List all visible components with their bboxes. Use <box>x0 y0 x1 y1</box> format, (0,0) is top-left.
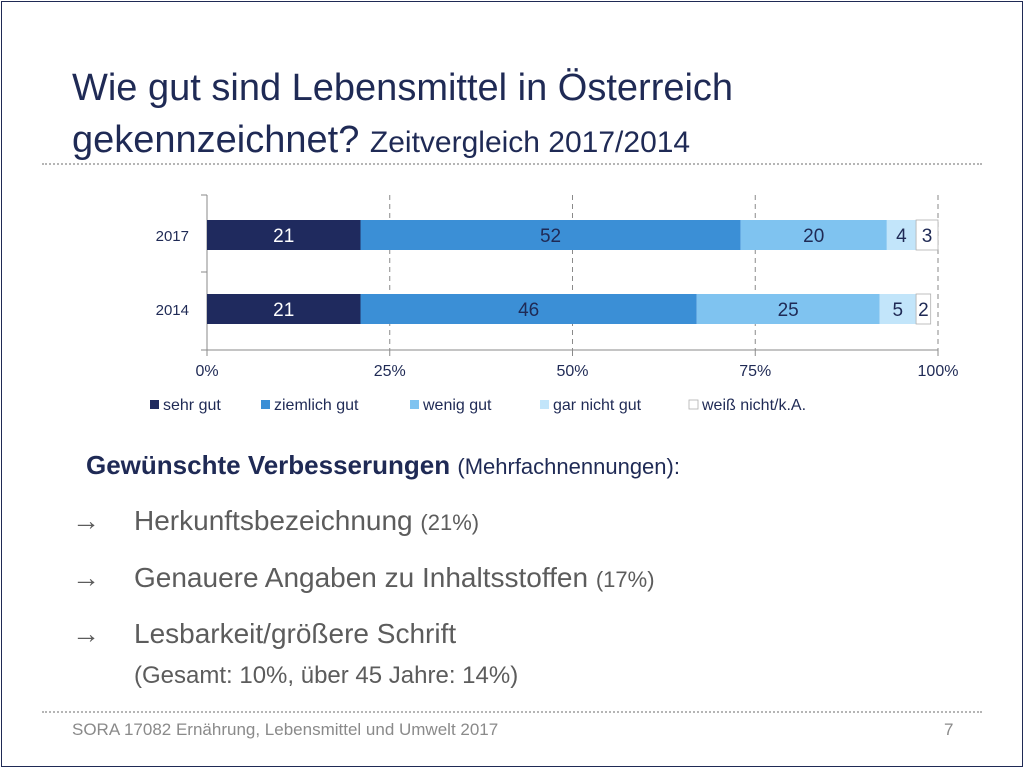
improvement-item: → Herkunftsbezeichnung (21%) <box>72 505 479 537</box>
legend-swatch <box>150 400 159 409</box>
category-label: 2014 <box>156 302 189 319</box>
category-label: 2017 <box>156 228 189 245</box>
improvement-pct: (21%) <box>420 510 480 535</box>
legend-label: gar nicht gut <box>553 397 642 414</box>
improvement-item: → Lesbarkeit/größere Schrift <box>72 618 456 650</box>
legend-label: sehr gut <box>163 397 221 414</box>
x-tick-label: 75% <box>739 363 771 380</box>
x-tick-label: 50% <box>556 363 588 380</box>
improvement-text: Genauere Angaben zu Inhaltsstoffen <box>134 562 589 593</box>
data-label: 21 <box>273 226 294 247</box>
bar-segment <box>740 220 887 250</box>
legend-swatch <box>688 399 699 410</box>
arrow-icon: → <box>72 562 100 593</box>
legend-label: wenig gut <box>422 397 492 414</box>
data-label: 5 <box>893 300 904 321</box>
data-label: 21 <box>273 300 294 321</box>
page-number: 7 <box>944 720 954 739</box>
bar-segment <box>886 220 917 250</box>
improvement-text: Lesbarkeit/größere Schrift <box>134 618 457 649</box>
bar-segment <box>360 220 741 250</box>
legend-swatch <box>540 400 549 409</box>
title-main: Wie gut sind Lebensmittel in Österreich … <box>72 67 734 161</box>
x-tick-label: 100% <box>918 363 959 380</box>
x-tick-label: 25% <box>374 363 406 380</box>
data-label: 4 <box>896 226 907 247</box>
improvement-text: Herkunftsbezeichnung <box>134 505 413 536</box>
legend-swatch <box>410 400 419 409</box>
improvements-heading: Gewünschte Verbesserungen (Mehrfachnennu… <box>86 450 680 481</box>
data-label: 25 <box>778 300 799 321</box>
improvement-pct: (17%) <box>595 567 655 592</box>
data-label: 20 <box>803 226 824 247</box>
improvements-heading-text: Gewünschte Verbesserungen <box>86 450 451 480</box>
x-tick-label: 0% <box>195 363 218 380</box>
legend-label: ziemlich gut <box>274 397 359 414</box>
title-sub: Zeitvergleich 2017/2014 <box>369 126 691 159</box>
stacked-bar-chart: 2017 2014 21 52 20 4 3 21 46 25 5 2 0% 25% 50% 75% 100% s… <box>150 194 959 414</box>
arrow-icon: → <box>72 505 100 536</box>
improvement-subnote: (Gesamt: 10%, über 45 Jahre: 14%) <box>134 662 519 689</box>
arrow-icon: → <box>72 618 100 649</box>
legend-label: weiß nicht/k.A. <box>701 397 806 414</box>
bar-segment <box>915 219 939 251</box>
bar-segment <box>696 294 880 324</box>
bar-segment <box>360 294 697 324</box>
footer-text: SORA 17082 Ernährung, Lebensmittel und U… <box>72 720 499 739</box>
improvements-heading-note: (Mehrfachnennungen): <box>457 454 680 479</box>
data-label: 3 <box>922 226 933 247</box>
legend-swatch <box>261 400 270 409</box>
bar-segment <box>879 294 917 324</box>
bar-segment <box>207 220 361 250</box>
data-label: 2 <box>918 300 929 321</box>
bar-segment <box>915 293 932 325</box>
improvement-item: → Genauere Angaben zu Inhaltsstoffen (17%… <box>72 562 655 594</box>
footer-divider <box>42 711 982 713</box>
title-divider <box>42 163 982 165</box>
bar-segment <box>207 294 361 324</box>
slide-title: Wie gut sind Lebensmittel in Österreich … <box>72 62 972 169</box>
data-label: 46 <box>518 300 539 321</box>
data-label: 52 <box>540 226 561 247</box>
